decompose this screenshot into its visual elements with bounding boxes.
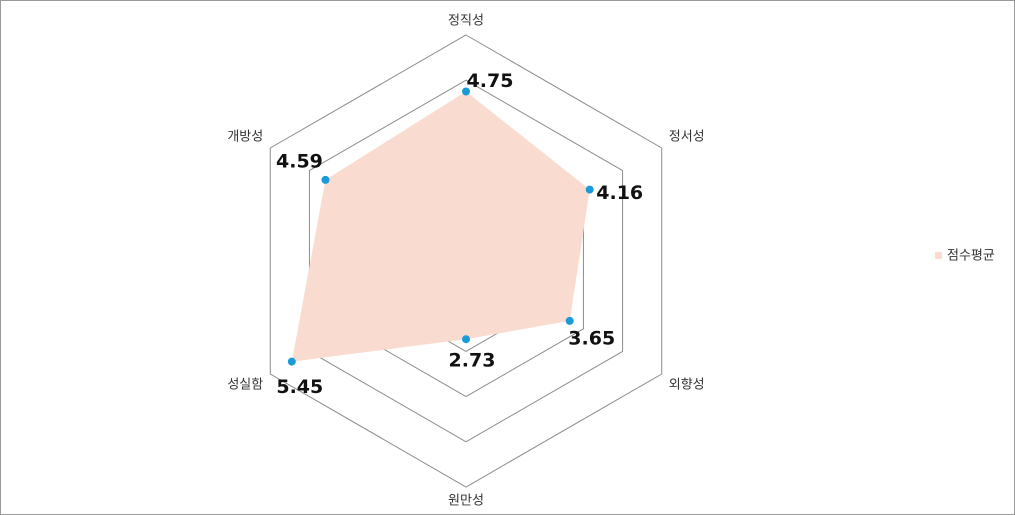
radar-area — [291, 91, 590, 362]
data-label: 4.75 — [467, 70, 514, 92]
data-point — [462, 87, 470, 96]
data-label: 4.59 — [276, 150, 323, 172]
data-point — [565, 316, 574, 325]
data-label: 2.73 — [449, 350, 496, 372]
data-label: 3.65 — [568, 327, 615, 349]
data-label: 4.16 — [596, 182, 643, 204]
axis-label: 정직성 — [448, 14, 484, 29]
grid-ring — [269, 34, 663, 488]
grid-ring — [308, 79, 624, 443]
data-label: 5.45 — [276, 376, 323, 398]
axis-label: 성실함 — [227, 378, 263, 393]
data-point — [287, 357, 296, 366]
data-point — [321, 175, 330, 184]
axis-label: 개방성 — [227, 130, 263, 145]
data-point — [585, 185, 594, 194]
legend-swatch — [935, 252, 942, 259]
axis-label: 원만성 — [448, 494, 484, 509]
legend-label: 점수평균 — [947, 249, 995, 264]
data-point — [462, 335, 470, 344]
axis-label: 정서성 — [669, 130, 705, 145]
axis-label: 외향성 — [669, 378, 705, 393]
